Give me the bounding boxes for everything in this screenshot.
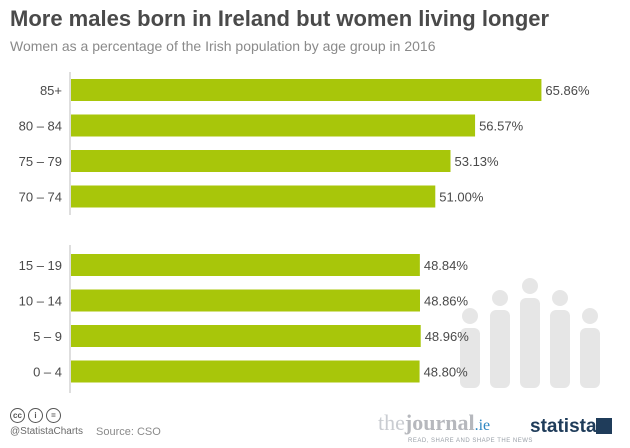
value-label: 51.00%	[439, 190, 484, 205]
value-label: 48.96%	[425, 329, 470, 344]
value-label: 56.57%	[479, 119, 524, 134]
nd-icon: =	[46, 408, 61, 423]
category-label: 0 – 4	[33, 365, 62, 380]
statista-mark-icon	[596, 418, 612, 434]
bar	[71, 185, 436, 208]
journal-name: journal	[404, 410, 475, 435]
category-labels: 85+ 80 – 84 75 – 79 70 – 74 15 – 19 10 – 14 5 …	[19, 83, 62, 380]
value-labels: 65.86% 56.57% 53.13% 51.00% 48.84% 48.86% 48.9…	[424, 83, 590, 380]
person-body-icon	[460, 328, 480, 388]
category-label: 80 – 84	[19, 119, 62, 134]
bar	[71, 114, 476, 137]
category-label: 5 – 9	[33, 329, 62, 344]
source-note: Source: CSO	[96, 426, 161, 438]
journal-ie: .ie	[474, 417, 491, 434]
value-label: 53.13%	[455, 154, 500, 169]
journal-the: the	[378, 410, 405, 435]
person-body-icon	[520, 298, 540, 388]
cc-icon: cc	[10, 408, 25, 423]
category-label: 10 – 14	[19, 294, 62, 309]
statista-logo: statista	[530, 416, 597, 437]
bar	[71, 254, 420, 276]
thejournal-logo: thejournal.ie READ, SHARE AND SHAPE THE …	[378, 410, 533, 445]
person-body-icon	[490, 310, 510, 388]
person-head-icon	[552, 290, 568, 306]
bar	[71, 325, 421, 347]
statista-handle: @StatistaCharts	[10, 426, 83, 437]
journal-tagline: READ, SHARE AND SHAPE THE NEWS	[408, 438, 533, 444]
category-label: 70 – 74	[19, 190, 62, 205]
category-label: 75 – 79	[19, 154, 62, 169]
bar	[71, 79, 542, 101]
value-label: 65.86%	[545, 83, 590, 98]
category-label: 85+	[40, 83, 62, 98]
person-body-icon	[580, 328, 600, 388]
person-head-icon	[492, 290, 508, 306]
footer: cc i = @StatistaCharts Source: CSO thejo…	[0, 404, 630, 448]
by-icon: i	[28, 408, 43, 423]
value-label: 48.80%	[424, 365, 469, 380]
bar	[71, 150, 451, 172]
people-silhouette-icon	[460, 278, 600, 388]
value-label: 48.86%	[424, 294, 469, 309]
license-icons: cc i =	[10, 408, 61, 423]
bar	[71, 289, 420, 312]
person-head-icon	[462, 308, 478, 324]
person-body-icon	[550, 310, 570, 388]
value-label: 48.84%	[424, 258, 469, 273]
chart-title: More males born in Ireland but women liv…	[10, 6, 550, 31]
bar	[71, 360, 420, 383]
person-head-icon	[522, 278, 538, 294]
category-label: 15 – 19	[19, 258, 62, 273]
bar-group	[71, 79, 542, 383]
person-head-icon	[582, 308, 598, 324]
chart-subtitle: Women as a percentage of the Irish popul…	[10, 38, 436, 54]
